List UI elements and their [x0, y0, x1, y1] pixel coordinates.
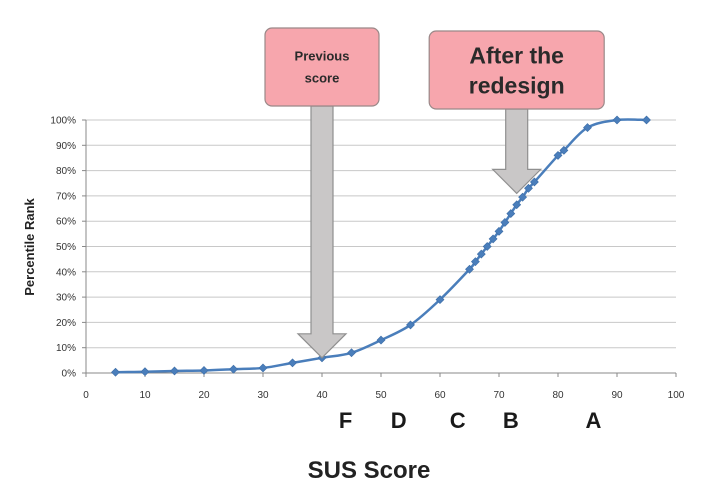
callout-box	[428, 30, 605, 110]
down-arrow-icon	[491, 108, 543, 195]
x-tick-label: 80	[552, 390, 564, 401]
data-point-marker	[529, 177, 539, 187]
callout-text: After the	[469, 42, 564, 68]
data-point-marker	[111, 367, 120, 377]
y-tick-label: 50%	[56, 242, 76, 253]
data-point-marker	[559, 145, 569, 155]
grade-label-c: C	[450, 408, 466, 433]
grade-label-f: F	[339, 408, 352, 433]
x-tick-label: 0	[83, 390, 89, 401]
data-point-marker	[488, 234, 498, 244]
previous-score-callout: Previous score	[264, 27, 380, 359]
x-tick-label: 60	[434, 390, 446, 401]
callout-text: redesign	[469, 72, 565, 98]
data-point-marker	[494, 226, 504, 236]
y-tick-label: 90%	[56, 141, 76, 152]
callout-text: Previous	[295, 49, 350, 64]
data-point-marker	[229, 364, 238, 374]
y-tick-label: 10%	[56, 343, 76, 354]
y-tick-label: 100%	[50, 116, 76, 127]
callout-box	[264, 27, 380, 107]
data-point-marker	[406, 320, 415, 330]
data-point-marker	[199, 366, 209, 375]
data-point-marker	[258, 363, 268, 373]
data-point-marker	[518, 192, 528, 202]
data-point-marker	[465, 264, 474, 274]
grid-lines	[86, 119, 676, 374]
axes: 0% 10% 20% 30% 40% 50% 60% 70% 80% 90% 100% 0 10 20 30…	[50, 116, 684, 402]
data-point-marker	[288, 358, 297, 368]
y-tick-label: 0%	[62, 369, 77, 380]
data-point-marker	[512, 200, 522, 210]
grade-label-a: A	[585, 408, 601, 433]
y-axis-title: Percentile Rank	[22, 197, 37, 295]
x-tick-label: 70	[493, 390, 505, 401]
grade-label-d: D	[391, 408, 407, 433]
y-tick-label: 60%	[56, 217, 76, 228]
callouts: Previous score After the redesign	[264, 27, 605, 359]
data-point-marker	[642, 115, 651, 125]
x-tick-label: 50	[375, 390, 387, 401]
data-point-marker	[506, 209, 516, 219]
data-points	[111, 115, 651, 377]
data-point-marker	[435, 295, 445, 305]
callout-text: score	[305, 71, 340, 86]
x-tick-label: 20	[198, 390, 210, 401]
y-tick-label: 20%	[56, 318, 76, 329]
x-tick-label: 40	[316, 390, 328, 401]
data-point-marker	[583, 123, 592, 133]
data-point-marker	[524, 183, 533, 193]
grade-label-b: B	[503, 408, 519, 433]
data-point-marker	[347, 348, 356, 358]
data-point-marker	[170, 366, 179, 376]
x-tick-label: 10	[139, 390, 151, 401]
down-arrow-icon	[296, 105, 348, 359]
y-tick-label: 30%	[56, 293, 76, 304]
y-tick-label: 80%	[56, 166, 76, 177]
data-point-marker	[140, 367, 150, 377]
x-tick-label: 30	[257, 390, 269, 401]
data-point-marker	[612, 115, 622, 125]
series-path	[115, 118, 647, 374]
data-point-marker	[476, 249, 486, 259]
x-tick-label: 100	[668, 390, 685, 401]
data-point-marker	[470, 257, 480, 267]
series-line	[115, 118, 647, 374]
after-redesign-callout: After the redesign	[428, 30, 605, 195]
data-point-marker	[376, 335, 386, 345]
data-point-marker	[553, 150, 563, 160]
y-tick-label: 40%	[56, 267, 76, 278]
y-tick-label: 70%	[56, 191, 76, 202]
data-point-marker	[482, 242, 492, 251]
x-tick-label: 90	[611, 390, 623, 401]
x-axis-title: SUS Score	[308, 457, 431, 484]
data-point-marker	[500, 218, 510, 227]
